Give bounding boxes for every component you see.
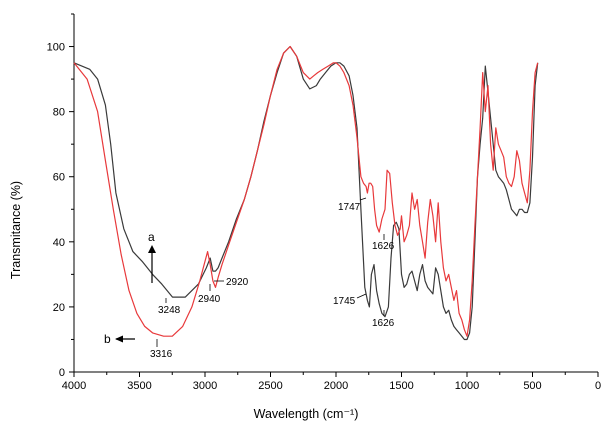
leader-1745 [356,293,367,299]
annotation-1626-black: 1626 [372,318,395,329]
annotation-1747: 1747 [338,202,361,213]
x-tick-label: 2500 [258,380,282,392]
y-tick-label: 0 [59,367,65,379]
x-tick-label: 4000 [62,380,86,392]
y-tick-label: 100 [47,42,65,54]
y-tick-label: 80 [53,107,65,119]
plot-area [74,14,598,372]
annotation-2940: 2940 [198,294,221,305]
annotation-2920: 2920 [226,277,249,288]
x-tick-label: 1000 [455,380,479,392]
annotation-layer: a b 3248 3316 2940 2920 1747 1626 1745 1… [104,197,395,360]
axes: 4000 3500 3000 2500 2000 1500 1000 500 0 0 20 40 60 8… [47,13,601,392]
series-line-b [73,45,539,337]
annotation-1626-red: 1626 [372,241,395,252]
annotation-a: a [148,230,155,244]
y-tick-label: 20 [53,302,65,314]
leader-1747 [359,197,367,201]
series-layer [73,45,539,341]
x-tick-label: 3500 [127,380,151,392]
y-tick-label: 40 [53,237,65,249]
x-tick-label: 0 [595,380,601,392]
annotation-3316: 3316 [150,349,173,360]
annotation-1745: 1745 [333,296,356,307]
arrow-a-head [148,245,156,253]
x-tick-label: 3000 [193,380,217,392]
y-tick-label: 60 [53,172,65,184]
y-axis-title: Transmitance (%) [9,181,23,279]
series-line-a [73,45,539,341]
arrow-b-head [115,335,123,343]
x-axis-title: Wavelength (cm⁻¹) [254,407,359,421]
annotation-b: b [104,332,111,346]
x-tick-label: 500 [523,380,541,392]
x-tick-label: 2000 [324,380,348,392]
annotation-3248: 3248 [158,305,181,316]
x-tick-label: 1500 [389,380,413,392]
